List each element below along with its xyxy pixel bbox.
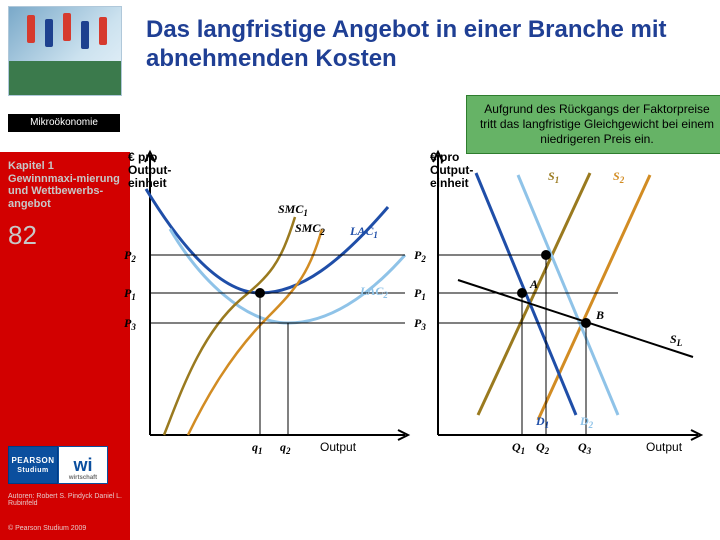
- pearson-logo: PEARSON Studium: [8, 446, 58, 484]
- chart-market-svg: A B € pro Output- einheit Output P2 P1 P…: [438, 95, 718, 455]
- label-SL: SL: [670, 332, 683, 348]
- label-P1-right: P1: [414, 286, 426, 302]
- y-axis-label-left: € pro Output- einheit: [128, 150, 175, 190]
- label-P3-left: P3: [124, 316, 136, 332]
- label-A: A: [529, 277, 538, 291]
- y-axis-label-right: € pro Output- einheit: [430, 150, 477, 190]
- authors: Autoren: Robert S. Pindyck Daniel L. Rub…: [8, 493, 130, 508]
- label-q2: q2: [280, 440, 291, 456]
- label-Q3: Q3: [578, 440, 592, 456]
- label-P1-left: P1: [124, 286, 136, 302]
- label-P2-left: P2: [124, 248, 136, 264]
- chart-market: A B € pro Output- einheit Output P2 P1 P…: [438, 95, 708, 440]
- label-q1: q1: [252, 440, 263, 456]
- brand-strip: Mikroökonomie: [8, 114, 120, 132]
- x-axis-label-right: Output: [646, 440, 683, 454]
- sidebar-photo: [8, 6, 122, 96]
- wi-logo: wi wirtschaft: [58, 446, 108, 484]
- label-P2-right: P2: [414, 248, 426, 264]
- label-SMC2: SMC2: [295, 221, 325, 237]
- page-title: Das langfristige Angebot in einer Branch…: [146, 16, 696, 74]
- chart-firm-svg: € pro Output- einheit Output P2 P1 P3 q1…: [150, 95, 420, 455]
- label-LAC2: LAC2: [359, 284, 388, 300]
- label-LAC1: LAC1: [349, 224, 378, 240]
- chapter-number: 82: [8, 220, 37, 251]
- sidebar-panel: Kapitel 1 Gewinnmaxi-mierung und Wettbew…: [0, 152, 130, 540]
- chart-firm: € pro Output- einheit Output P2 P1 P3 q1…: [150, 95, 420, 440]
- label-S2: S2: [613, 169, 625, 185]
- x-axis-label-left: Output: [320, 440, 357, 454]
- chapter-title: Kapitel 1 Gewinnmaxi-mierung und Wettbew…: [8, 160, 122, 211]
- label-Q1: Q1: [512, 440, 525, 456]
- copyright: © Pearson Studium 2009: [8, 525, 86, 532]
- label-D2: D2: [579, 414, 594, 430]
- label-SMC1: SMC1: [278, 202, 308, 218]
- publisher-logos: PEARSON Studium wi wirtschaft: [8, 446, 108, 482]
- label-S1: S1: [548, 169, 559, 185]
- label-B: B: [595, 308, 604, 322]
- label-D1: D1: [535, 414, 549, 430]
- brand-label: Mikroökonomie: [8, 114, 120, 132]
- label-Q2: Q2: [536, 440, 550, 456]
- label-P3-right: P3: [414, 316, 426, 332]
